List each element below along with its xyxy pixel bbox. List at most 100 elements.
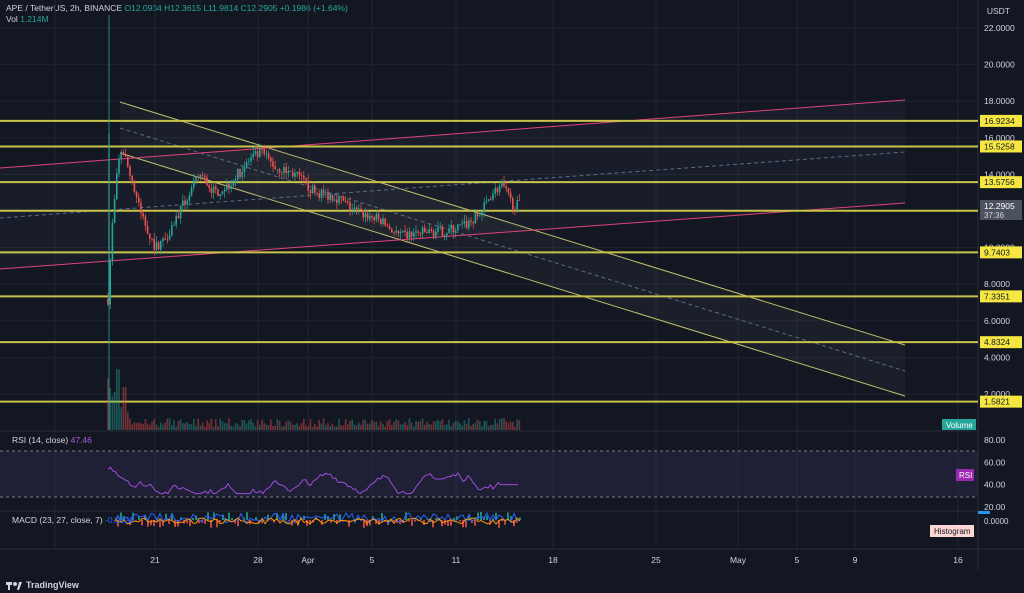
candle-body	[454, 230, 457, 233]
volume-bar	[157, 426, 160, 430]
rsi-badge	[956, 469, 974, 481]
histogram-bar	[339, 514, 341, 520]
volume-bar	[459, 423, 461, 430]
candle-body	[347, 201, 349, 203]
candle-body	[327, 192, 329, 200]
volume-bar	[393, 421, 395, 430]
volume-bar	[386, 421, 389, 430]
ascending-channel-upper[interactable]	[0, 99, 906, 169]
volume-bar	[131, 424, 133, 430]
candle-body	[450, 224, 452, 229]
histogram-bar	[228, 512, 230, 520]
histogram-bar	[237, 520, 239, 527]
candle-body	[325, 192, 327, 194]
candle-body	[232, 182, 235, 186]
candle-body	[230, 185, 232, 189]
volume-bar	[457, 421, 459, 430]
candle-body	[446, 233, 448, 236]
histogram-bar	[156, 517, 158, 520]
volume-bar	[311, 426, 314, 430]
candle-body	[351, 208, 353, 211]
histogram-bar	[405, 512, 407, 520]
rsi-legend[interactable]: RSI (14, close) 47.46	[12, 435, 92, 445]
histogram-bar	[432, 520, 434, 528]
macd-signal-line	[114, 517, 521, 525]
candle-body	[120, 152, 122, 159]
histogram-bar	[495, 512, 497, 520]
histogram-bar	[330, 520, 332, 523]
horizontal-levels[interactable]	[0, 119, 978, 403]
volume-bar	[406, 425, 408, 430]
volume-bar	[505, 421, 507, 430]
histogram-bar	[513, 520, 515, 527]
rsi-value: 47.46	[70, 435, 92, 445]
histogram-bar	[150, 520, 152, 526]
volume-bar	[164, 422, 166, 430]
candle-body	[254, 151, 257, 155]
volume-bar	[476, 419, 479, 430]
level-badge-text: 4.8324	[984, 337, 1010, 347]
macd-axis-tick: 0.0000	[984, 517, 1009, 526]
volume-bar	[190, 424, 193, 430]
volume-bar	[441, 419, 444, 430]
candle-body	[366, 213, 369, 219]
time-axis-ticks[interactable]: 21 28 Apr 5 11 18 25 May 5 9 16	[150, 555, 963, 565]
histogram-bar	[231, 517, 233, 520]
ascending-channel-lower[interactable]	[0, 202, 906, 270]
volume-bar	[333, 426, 336, 430]
candle-body	[364, 213, 367, 218]
volume-bar	[448, 419, 450, 430]
volume-bar	[366, 423, 369, 430]
volume-bar	[408, 418, 411, 430]
candle-body	[184, 200, 186, 205]
candlesticks[interactable]	[107, 134, 521, 310]
bar-countdown: 37:36	[984, 211, 1005, 220]
volume-bar	[193, 419, 195, 430]
tradingview-logo[interactable]: TradingView	[6, 580, 79, 590]
candle-body	[358, 208, 360, 210]
histogram-bar	[117, 520, 119, 527]
histogram-bar	[363, 520, 365, 528]
histogram-bar	[408, 520, 410, 522]
candle-body	[331, 194, 334, 201]
last-price-value: 12.2905	[984, 201, 1015, 211]
histogram-bar	[474, 520, 476, 526]
candle-body	[276, 169, 279, 170]
rsi-line[interactable]	[107, 466, 518, 495]
volume-bar	[474, 422, 477, 430]
histogram-bar	[381, 513, 383, 520]
chart-legend[interactable]: APE / TetherUS, 2h, BINANCE O12.0934 H12…	[6, 3, 348, 13]
descending-channel-upper[interactable]	[119, 101, 906, 346]
macd-legend[interactable]: MACD (23, 27, close, 7) -0.0128	[12, 515, 134, 525]
time-tick: 11	[452, 555, 461, 565]
candle-body	[391, 229, 393, 233]
candle-body	[129, 166, 131, 176]
symbol-title[interactable]: APE / TetherUS, 2h, BINANCE	[6, 3, 123, 13]
histogram-bar	[348, 520, 350, 527]
candle-body	[492, 193, 494, 200]
volume-bar	[219, 418, 221, 430]
volume-bar	[454, 420, 457, 430]
candle-body	[173, 225, 175, 226]
volume-bar	[360, 424, 362, 430]
volume-legend[interactable]: Vol 1.214M	[6, 14, 49, 24]
candle-body	[322, 191, 325, 194]
candle-body	[518, 199, 521, 201]
descending-channel-lower[interactable]	[119, 152, 906, 397]
volume-bar	[404, 422, 406, 430]
currency-label[interactable]: USDT	[986, 6, 1010, 16]
histogram-bar	[192, 517, 194, 520]
candle-body	[157, 242, 160, 250]
histogram-bar	[207, 512, 209, 520]
time-tick: 5	[370, 555, 375, 565]
candle-body	[487, 199, 490, 201]
histogram-bar	[246, 512, 248, 520]
volume-bar	[446, 424, 448, 430]
candle-body	[459, 224, 461, 226]
descending-channel-mid	[119, 127, 906, 372]
volume-bar	[435, 421, 437, 430]
volume-bar	[485, 420, 488, 430]
candle-body	[318, 193, 320, 198]
candle-body	[516, 199, 518, 210]
